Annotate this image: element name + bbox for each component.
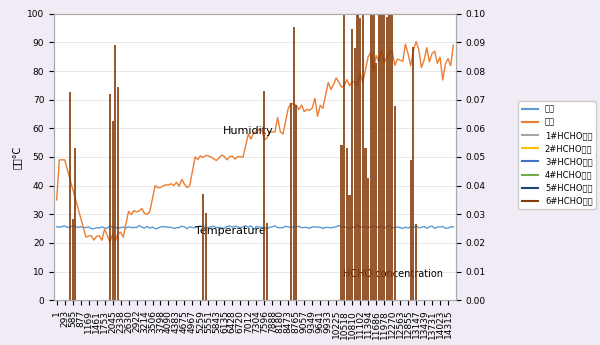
Bar: [114, 45, 116, 300]
Bar: [295, 105, 298, 300]
Bar: [263, 91, 265, 300]
Bar: [340, 145, 343, 300]
Bar: [351, 29, 353, 300]
Bar: [71, 219, 74, 300]
Bar: [290, 103, 292, 300]
Bar: [380, 0, 383, 300]
Bar: [378, 0, 380, 300]
Bar: [354, 48, 356, 300]
Legend: 温度, 湿度, 1#HCHO浓度, 2#HCHO浓度, 3#HCHO浓度, 4#HCHO浓度, 5#HCHO浓度, 6#HCHO浓度: 温度, 湿度, 1#HCHO浓度, 2#HCHO浓度, 3#HCHO浓度, 4#…: [518, 101, 596, 209]
Bar: [373, 0, 374, 300]
Bar: [383, 0, 385, 300]
Bar: [205, 214, 207, 300]
Bar: [109, 94, 111, 300]
Bar: [391, 0, 393, 300]
Bar: [364, 148, 367, 300]
Bar: [266, 223, 268, 300]
Bar: [117, 87, 119, 300]
Bar: [69, 92, 71, 300]
Bar: [375, 63, 377, 300]
Bar: [346, 148, 348, 300]
Bar: [362, 0, 364, 300]
Bar: [293, 27, 295, 300]
Bar: [386, 17, 388, 300]
Bar: [356, 0, 359, 300]
Bar: [410, 160, 412, 300]
Bar: [367, 178, 369, 300]
Bar: [112, 120, 113, 300]
Bar: [202, 194, 204, 300]
Bar: [74, 148, 76, 300]
Bar: [388, 0, 391, 300]
Bar: [349, 195, 350, 300]
Bar: [343, 0, 345, 300]
Bar: [394, 106, 396, 300]
Bar: [370, 0, 372, 300]
Text: Humidity: Humidity: [223, 126, 274, 136]
Bar: [359, 18, 361, 300]
Y-axis label: 温湿°C: 温湿°C: [11, 145, 22, 169]
Text: Temperature: Temperature: [194, 226, 265, 236]
Text: HCHO concentration: HCHO concentration: [343, 269, 443, 279]
Bar: [412, 47, 415, 300]
Bar: [415, 224, 417, 300]
